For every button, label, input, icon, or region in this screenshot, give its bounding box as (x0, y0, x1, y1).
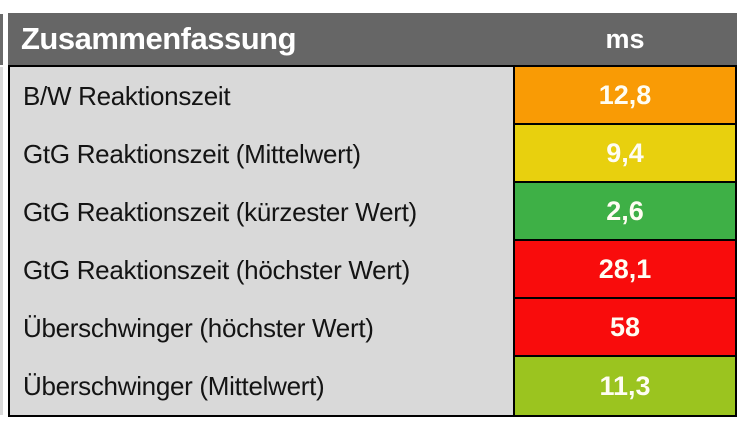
unit-column-header: ms (605, 23, 645, 54)
row-value-cell: 28,1 (513, 241, 735, 299)
row-value-cell: 58 (513, 299, 735, 357)
row-label: B/W Reaktionszeit (23, 80, 231, 111)
table-header-row: Zusammenfassung ms (8, 13, 737, 65)
row-value-cell: 12,8 (513, 67, 735, 125)
left-edge-cell-fragment-body (0, 67, 3, 415)
row-label: Überschwinger (höchster Wert) (23, 312, 374, 343)
row-label: Überschwinger (Mittelwert) (23, 370, 325, 401)
row-value-cell: 9,4 (513, 125, 735, 183)
table-body: B/W Reaktionszeit 12,8 GtG Reaktionszeit (… (8, 65, 737, 417)
row-label: GtG Reaktionszeit (kürzester Wert) (23, 196, 417, 227)
row-value-cell: 11,3 (513, 357, 735, 415)
row-label: GtG Reaktionszeit (Mittelwert) (23, 138, 361, 169)
response-time-summary-table: Zusammenfassung ms B/W Reaktionszeit 12,8… (8, 13, 737, 417)
row-value-cell: 2,6 (513, 183, 735, 241)
left-edge-cell-fragment-header (0, 14, 3, 65)
row-label: GtG Reaktionszeit (höchster Wert) (23, 254, 410, 285)
table-title: Zusammenfassung (21, 21, 297, 56)
